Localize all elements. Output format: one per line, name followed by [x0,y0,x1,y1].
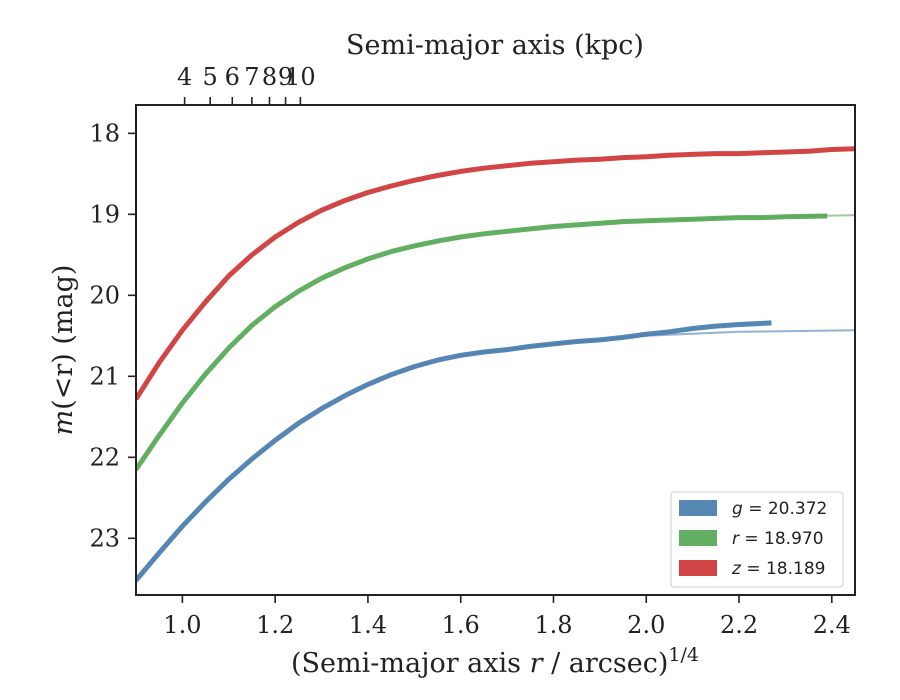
legend-swatch-r [679,530,717,546]
top-tick-label: 8 [262,63,277,91]
legend-label-z: z = 18.189 [731,559,825,579]
y-tick-label: 19 [89,200,120,228]
series-line-z [136,146,855,401]
x-tick-label: 2.2 [720,611,758,639]
y-tick-label: 20 [89,281,120,309]
y-tick-label: 22 [89,443,120,471]
y-axis-title: m(<r) (mag) [48,265,79,436]
legend-label-r: r = 18.970 [732,529,824,549]
x-tick-label: 2.4 [813,611,851,639]
plot-frame [135,104,856,596]
series-line-g [136,320,772,583]
x-tick-label: 1.2 [256,611,294,639]
top-tick-label: 5 [203,63,218,91]
x-tick-label: 2.0 [627,611,665,639]
legend-label-g: g = 20.372 [732,499,827,519]
top-tick-label: 6 [225,63,240,91]
top-tick-label: 7 [244,63,259,91]
legend-swatch-z [679,560,717,576]
y-tick-label: 23 [89,524,120,552]
y-axis-ticks: 18 19 20 21 22 23 [89,119,136,552]
y-tick-label: 21 [89,362,120,390]
top-axis-ticks: 4 5 6 7 8 910 [177,63,316,105]
series-layer [136,146,855,583]
legend-swatch-g [679,500,717,516]
legend: g = 20.372 r = 18.970 z = 18.189 [670,491,844,588]
x-tick-label: 1.4 [349,611,387,639]
x-axis-title: (Semi-major axis r / arcsec)1/4 [291,644,699,679]
top-axis-title: Semi-major axis (kpc) [346,30,644,61]
top-tick-label: 4 [177,63,192,91]
x-axis-ticks: 1.0 1.2 1.4 1.6 1.8 2.0 2.2 2.4 [163,595,851,639]
top-tick-label: 9 [278,63,293,91]
x-tick-label: 1.0 [163,611,201,639]
top-tick-label: 10 [285,63,316,91]
x-tick-label: 1.6 [442,611,480,639]
series-line-r [136,213,828,471]
y-tick-label: 18 [89,119,120,147]
x-tick-label: 1.8 [534,611,572,639]
